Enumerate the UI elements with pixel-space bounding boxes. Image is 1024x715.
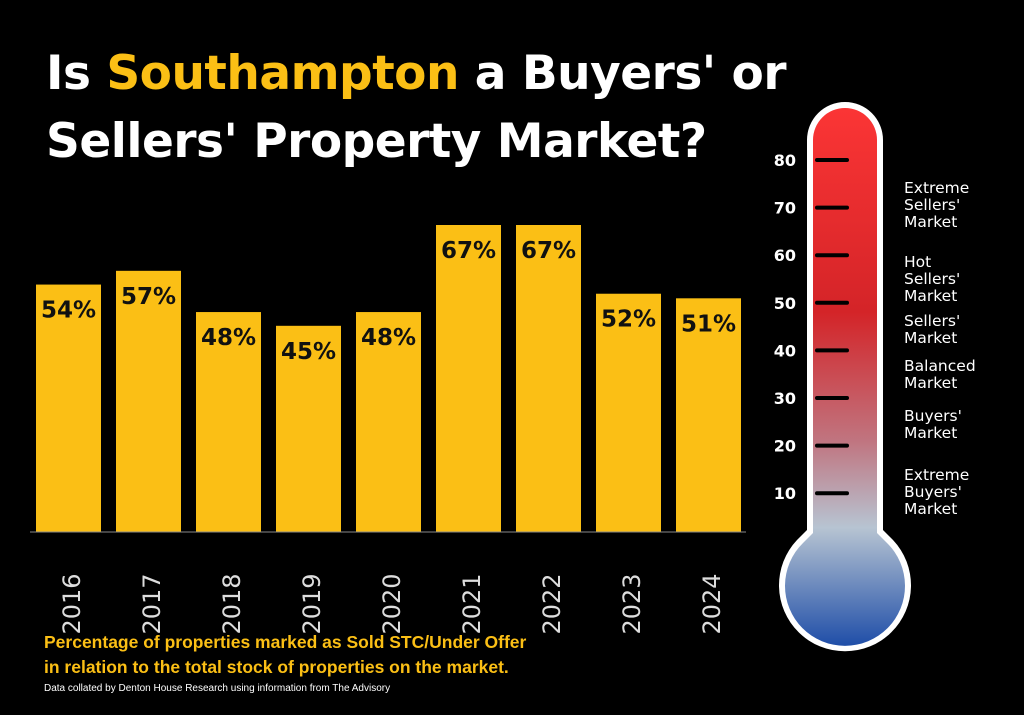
zone-label: Market	[904, 374, 957, 392]
page-title: Is Southampton a Buyers' or Sellers' Prop…	[46, 40, 787, 176]
data-label: 67%	[441, 238, 496, 264]
zone-label: Sellers'	[904, 312, 960, 330]
thermometer-tick-label: 70	[774, 199, 796, 218]
caption-line1: Percentage of properties marked as Sold …	[44, 632, 527, 652]
x-tick-label: 2019	[298, 573, 326, 634]
x-tick-label: 2022	[538, 573, 566, 634]
zone-label: Market	[904, 329, 957, 347]
x-tick-label: 2024	[698, 573, 726, 634]
x-tick-label: 2017	[138, 573, 166, 634]
thermometer-tick-label: 60	[774, 246, 796, 265]
zone-label: Market	[904, 287, 957, 305]
zone-label: Market	[904, 213, 957, 231]
bar-2023	[596, 293, 661, 532]
bar-2018	[196, 312, 261, 532]
title-line2: Sellers' Property Market?	[46, 114, 707, 169]
thermometer-tick-label: 80	[774, 151, 796, 170]
bar-2020	[356, 312, 421, 532]
data-label: 67%	[521, 238, 576, 264]
zone-label: Hot	[904, 253, 931, 271]
data-label: 45%	[281, 339, 336, 365]
title-part1: Is	[46, 46, 107, 101]
thermometer-tick-label: 50	[774, 294, 796, 313]
x-tick-label: 2023	[618, 573, 646, 634]
title-highlight: Southampton	[106, 46, 459, 101]
data-label: 51%	[681, 311, 736, 337]
zone-label: Sellers'	[904, 196, 960, 214]
zone-label: Extreme	[904, 179, 969, 197]
zone-label: Extreme	[904, 466, 969, 484]
zone-label: Market	[904, 424, 957, 442]
title-part2: a Buyers' or	[458, 46, 787, 101]
thermometer-tick-label: 30	[774, 389, 796, 408]
data-label: 57%	[121, 284, 176, 310]
source-note: Data collated by Denton House Research u…	[44, 683, 391, 694]
data-label: 52%	[601, 307, 656, 333]
x-tick-label: 2021	[458, 573, 486, 634]
zone-label: Buyers'	[904, 483, 962, 501]
thermometer-fill	[785, 108, 905, 646]
x-tick-label: 2016	[58, 573, 86, 634]
chart-caption: Percentage of properties marked as Sold …	[44, 630, 526, 680]
thermometer-tick-label: 40	[774, 341, 796, 360]
data-label: 54%	[41, 298, 96, 324]
data-label: 48%	[201, 325, 256, 351]
bar-2022	[516, 225, 581, 532]
thermometer-tick-label: 20	[774, 437, 796, 456]
x-tick-label: 2018	[218, 573, 246, 634]
zone-label: Market	[904, 500, 957, 518]
data-label: 48%	[361, 325, 416, 351]
zone-label: Buyers'	[904, 407, 962, 425]
zone-label: Balanced	[904, 357, 976, 375]
thermometer-tick-label: 10	[774, 484, 796, 503]
bar-2024	[676, 298, 741, 532]
bar-2021	[436, 225, 501, 532]
caption-line2: in relation to the total stock of proper…	[44, 657, 509, 677]
bar-2016	[36, 284, 101, 532]
x-tick-label: 2020	[378, 573, 406, 634]
bar-2019	[276, 325, 341, 532]
bar-2017	[116, 270, 181, 532]
zone-label: Sellers'	[904, 270, 960, 288]
